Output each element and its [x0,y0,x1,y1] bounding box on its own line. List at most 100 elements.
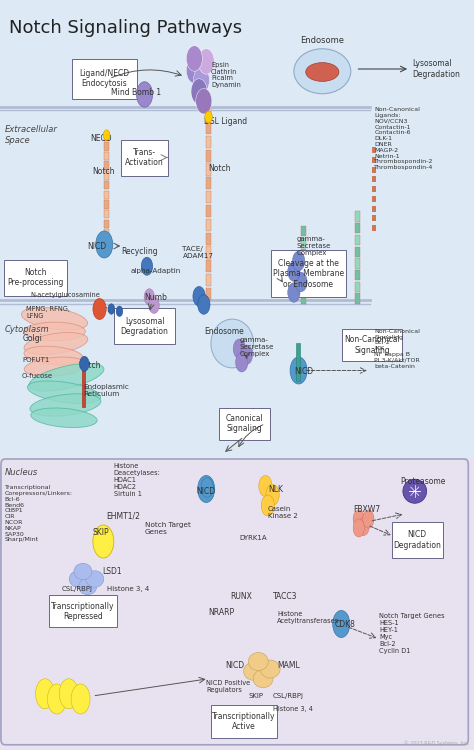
Text: Histone
Deacetylases:
HDAC1
HDAC2
Sirtuin 1: Histone Deacetylases: HDAC1 HDAC2 Sirtui… [114,463,161,497]
Text: NLK: NLK [268,485,283,494]
Circle shape [103,130,110,140]
Text: Notch: Notch [92,166,115,176]
Text: Cleavage at the
Plasma Membrane
or Endosome: Cleavage at the Plasma Membrane or Endos… [273,259,344,289]
Bar [356,247,360,256]
Bar [372,206,376,212]
Bar [372,186,376,192]
Bar [0,458,474,750]
Text: Non-Canonical
Ligands:
NOV/CCN3
Contactin-1
Contactin-6
DLK-1
DNER
MAGP-2
Netrin: Non-Canonical Ligands: NOV/CCN3 Contacti… [374,107,434,170]
Text: Extracellular
Space: Extracellular Space [5,125,58,145]
Ellipse shape [69,571,87,587]
Circle shape [93,298,106,320]
Bar [206,191,211,203]
FancyBboxPatch shape [4,260,67,296]
Ellipse shape [31,408,97,428]
Bar [0,109,474,300]
Circle shape [191,79,207,104]
Ellipse shape [306,63,339,82]
Circle shape [116,306,123,316]
Text: gamma-
Secretase
Complex: gamma- Secretase Complex [296,236,331,256]
Text: EHMT1/2: EHMT1/2 [107,512,140,520]
Bar [206,122,211,134]
Text: Canonical
Signaling: Canonical Signaling [225,414,263,434]
Text: Epsin
Clathrin
Picalm
Dynamin: Epsin Clathrin Picalm Dynamin [211,62,241,88]
Text: Histone 3, 4: Histone 3, 4 [273,706,312,712]
Text: Notch
Pre-processing: Notch Pre-processing [8,268,64,287]
Bar [104,161,109,170]
Text: Nucleus: Nucleus [5,468,38,477]
Circle shape [290,357,307,384]
Circle shape [288,283,300,302]
Bar [301,294,306,304]
Circle shape [295,272,307,292]
Text: Transcriptional
Corepressors/Linkers:
Bcl-6
Bend6
CtBP1
CIR
NCOR
NKAP
SAP30
Shar: Transcriptional Corepressors/Linkers: Bc… [5,485,73,542]
Text: Histone 3, 4: Histone 3, 4 [107,586,149,592]
Bar [301,249,306,259]
FancyBboxPatch shape [392,522,443,558]
Text: Transcriptionally
Repressed: Transcriptionally Repressed [51,602,115,621]
Bar [301,238,306,248]
Circle shape [71,684,90,714]
Text: Cytoplasm: Cytoplasm [5,326,49,334]
Text: Casein
Kinase 2: Casein Kinase 2 [268,506,298,519]
Text: TACC3: TACC3 [273,592,297,601]
Text: Non-Canonical
Signaling
Bcl-2
IKK
NF kappa B
PI 3-K/Akt/TOR
beta-Catenin: Non-Canonical Signaling Bcl-2 IKK NF kap… [374,328,420,369]
Circle shape [47,684,66,714]
Bar [301,272,306,281]
Bar [206,149,211,162]
Text: Numb: Numb [145,292,167,302]
Bar [372,157,376,163]
Circle shape [36,679,55,709]
Bar [206,177,211,190]
Bar [104,200,109,208]
Ellipse shape [79,578,97,595]
Text: Golgi: Golgi [23,334,43,344]
Ellipse shape [24,357,86,376]
Text: Notch Target Genes
HES-1
HEY-1
Myc
Bcl-2
Cyclin D1: Notch Target Genes HES-1 HEY-1 Myc Bcl-2… [379,614,445,654]
Circle shape [93,525,114,558]
Text: CDK8: CDK8 [334,620,355,629]
Circle shape [240,345,253,364]
Bar [206,108,211,120]
Text: Histone
Acetyltransferases: Histone Acetyltransferases [277,610,339,624]
Circle shape [259,476,272,496]
Bar [206,205,211,217]
Text: O-fucose: O-fucose [21,374,53,380]
Text: Ligand/NECD
Endocytosis: Ligand/NECD Endocytosis [79,69,129,88]
Circle shape [198,476,215,502]
Text: SKIP: SKIP [249,693,264,699]
Circle shape [363,510,374,528]
Bar [206,274,211,286]
Ellipse shape [294,49,351,94]
Bar [356,224,360,233]
Circle shape [59,679,78,709]
Circle shape [198,295,210,314]
Bar [301,226,306,236]
Ellipse shape [403,479,427,503]
Text: RUNX: RUNX [230,592,252,601]
Circle shape [236,352,248,372]
Text: Lysosomal
Degradation: Lysosomal Degradation [120,316,169,336]
Text: NICD Positive
Regulators: NICD Positive Regulators [206,680,250,693]
Text: Notch Target
Genes: Notch Target Genes [145,521,191,535]
Bar [206,219,211,231]
Ellipse shape [211,320,254,368]
Text: Notch: Notch [78,361,100,370]
Bar [296,344,300,381]
Text: Proteasome: Proteasome [401,477,446,486]
Bar [372,215,376,221]
Bar [104,152,109,160]
Bar [356,270,360,280]
Circle shape [80,356,89,371]
Circle shape [149,297,159,314]
Circle shape [205,111,212,123]
Bar [104,133,109,141]
Bar [372,147,376,153]
Text: POFUT1: POFUT1 [23,357,50,363]
Circle shape [141,257,153,275]
Circle shape [193,286,205,306]
Bar [301,260,306,270]
Bar [356,211,360,222]
Bar [104,210,109,218]
Circle shape [108,304,115,314]
